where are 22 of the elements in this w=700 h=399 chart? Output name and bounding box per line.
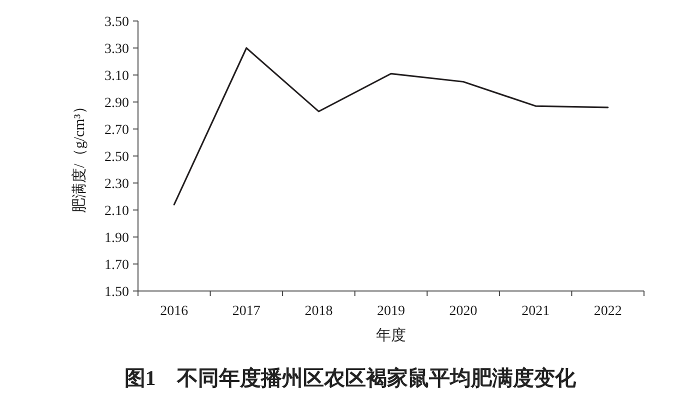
x-tick-label: 2020 bbox=[449, 304, 478, 319]
x-tick-label: 2021 bbox=[522, 304, 550, 319]
text: 图1 不同年度播州区农区褐家鼠平均肥满度变化 bbox=[124, 366, 577, 390]
x-tick-label: 2022 bbox=[594, 304, 622, 319]
x-tick-label: 2018 bbox=[304, 304, 333, 319]
y-tick-label: 2.70 bbox=[104, 123, 129, 138]
y-tick-label: 2.90 bbox=[104, 96, 129, 111]
y-tick-label: 3.30 bbox=[104, 42, 129, 57]
y-tick-label: 3.10 bbox=[104, 69, 129, 84]
x-tick-label: 2017 bbox=[232, 304, 260, 319]
line-series bbox=[173, 47, 609, 206]
y-tick-label: 1.90 bbox=[104, 231, 129, 246]
y-axis-title: 肥满度/（g/cm³） bbox=[71, 99, 88, 213]
x-tick-label: 2019 bbox=[377, 304, 405, 319]
y-tick-label: 2.50 bbox=[104, 150, 129, 165]
x-axis-title: 年度 bbox=[376, 327, 406, 344]
y-tick-label: 2.10 bbox=[104, 204, 129, 219]
y-tick-label: 1.70 bbox=[104, 258, 129, 273]
y-tick-label: 3.50 bbox=[104, 15, 129, 30]
y-tick-label: 1.50 bbox=[104, 285, 129, 300]
x-tick-label: 2016 bbox=[160, 304, 188, 319]
y-tick-label: 2.30 bbox=[104, 177, 129, 192]
